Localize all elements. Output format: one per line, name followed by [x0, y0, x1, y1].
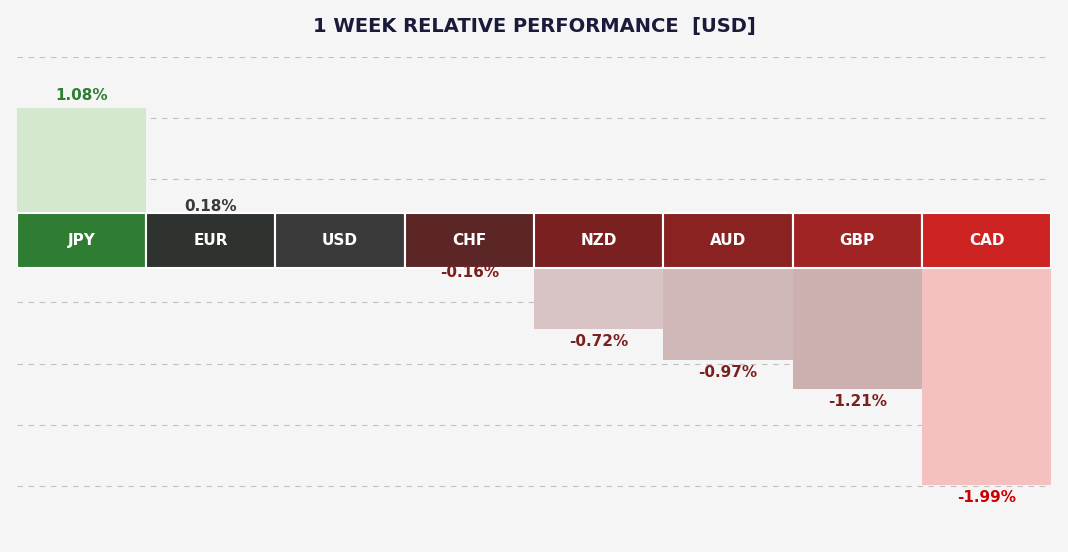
Bar — [17, 213, 146, 268]
Bar — [405, 261, 534, 268]
Bar — [663, 213, 792, 268]
Text: 1.08%: 1.08% — [56, 88, 108, 103]
Text: GBP: GBP — [839, 233, 875, 248]
Text: JPY: JPY — [67, 233, 95, 248]
Text: NZD: NZD — [581, 233, 617, 248]
Text: 0.18%: 0.18% — [185, 199, 237, 214]
Bar — [534, 213, 663, 268]
Bar — [792, 213, 922, 268]
Bar — [405, 213, 534, 268]
Bar — [922, 213, 1051, 268]
Text: -1.21%: -1.21% — [828, 394, 886, 409]
Bar — [276, 213, 405, 268]
Text: EUR: EUR — [193, 233, 227, 248]
Text: -0.72%: -0.72% — [569, 334, 628, 349]
Bar — [922, 268, 1051, 485]
Bar — [146, 213, 276, 268]
Text: CAD: CAD — [969, 233, 1004, 248]
Text: -1.99%: -1.99% — [957, 490, 1016, 505]
Bar — [663, 268, 792, 360]
Bar — [792, 268, 922, 389]
Bar — [534, 268, 663, 329]
Text: -0.16%: -0.16% — [440, 266, 499, 280]
Title: 1 WEEK RELATIVE PERFORMANCE  [USD]: 1 WEEK RELATIVE PERFORMANCE [USD] — [313, 17, 755, 36]
Text: AUD: AUD — [710, 233, 747, 248]
Text: -0.97%: -0.97% — [698, 365, 757, 380]
Text: CHF: CHF — [452, 233, 486, 248]
Bar — [17, 108, 146, 213]
Text: USD: USD — [321, 233, 358, 248]
